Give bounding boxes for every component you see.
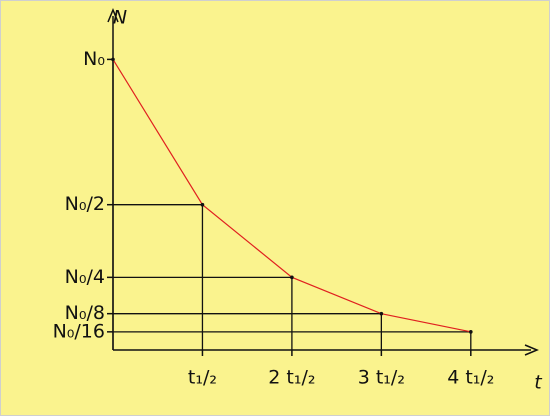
data-point bbox=[200, 202, 205, 207]
data-point bbox=[469, 330, 473, 334]
y-axis-label: N bbox=[113, 7, 127, 29]
y-tick-label: N₀/8 bbox=[65, 302, 105, 324]
x-tick-label: 4 t₁/₂ bbox=[447, 367, 494, 389]
data-point bbox=[111, 57, 115, 62]
y-tick-label: N₀/16 bbox=[53, 320, 105, 342]
x-axis-arrow bbox=[524, 344, 539, 356]
x-tick-label: 2 t₁/₂ bbox=[268, 367, 315, 389]
x-tick-label: t₁/₂ bbox=[188, 367, 217, 389]
x-axis-label: t bbox=[534, 372, 543, 394]
data-point bbox=[379, 311, 384, 316]
y-axis-arrow bbox=[107, 8, 119, 23]
y-tick-label: N₀/2 bbox=[65, 193, 105, 215]
y-tick-label: N₀ bbox=[83, 48, 105, 70]
data-point bbox=[290, 275, 294, 280]
x-tick-label: 3 t₁/₂ bbox=[358, 367, 405, 389]
y-tick-label: N₀/4 bbox=[65, 266, 105, 288]
